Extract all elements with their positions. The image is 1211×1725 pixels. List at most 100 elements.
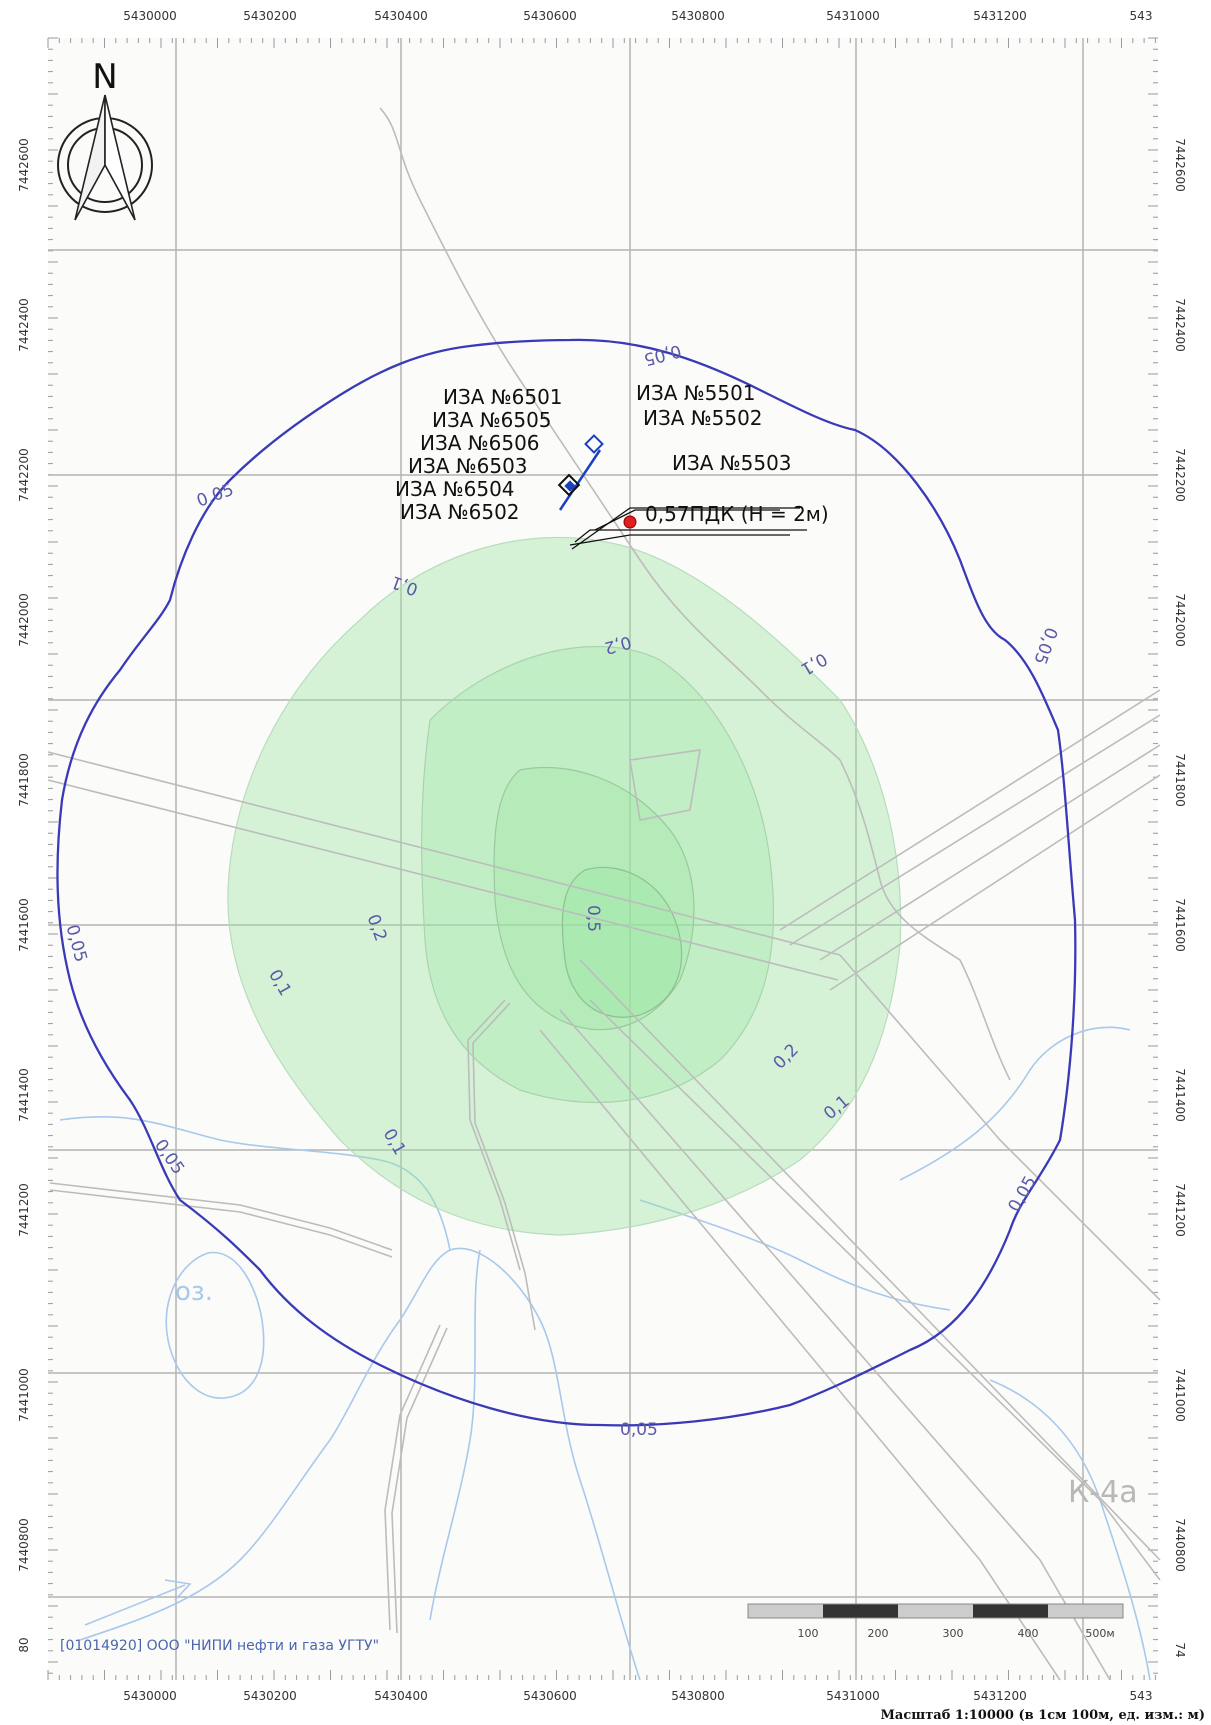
source-label-6506: ИЗА №6506 [420, 431, 540, 455]
y-axis-right-labels: 7442600 7442400 7442200 7442000 7441800 … [1173, 138, 1187, 1657]
road-s-2 [391, 1327, 448, 1634]
y-tick-left-partial: 80 [17, 1637, 31, 1652]
pipeline-se-4 [539, 1029, 1061, 1681]
x-axis-bottom-labels: 5430000 5430200 5430400 5430600 5430800 … [123, 1689, 1152, 1703]
source-label-6501: ИЗА №6501 [443, 385, 563, 409]
y-tick-left-7442000: 7442000 [17, 593, 31, 646]
y-tick-right-7442000: 7442000 [1173, 593, 1187, 646]
y-tick-right-7442400: 7442400 [1173, 298, 1187, 351]
max-point-marker [623, 515, 637, 529]
x-tick-top-5430400: 5430400 [374, 9, 427, 23]
pipeline-ne-4 [829, 774, 1161, 991]
lake-label: оз. [175, 1277, 213, 1307]
road-east-1 [839, 759, 1011, 1081]
y-tick-left-7441000: 7441000 [17, 1368, 31, 1421]
scale-label-100: 100 [798, 1627, 819, 1640]
y-tick-left-7441200: 7441200 [17, 1183, 31, 1236]
x-tick-top-5430000: 5430000 [123, 9, 176, 23]
y-tick-right-7440800: 7440800 [1173, 1518, 1187, 1571]
source-label-6505: ИЗА №6505 [432, 408, 552, 432]
x-tick-bottom-5430600: 5430600 [523, 1689, 576, 1703]
linear-infrastructure [47, 107, 1161, 1681]
x-tick-bottom-5430000: 5430000 [123, 1689, 176, 1703]
scale-caption: Масштаб 1:10000 (в 1см 100м, ед. изм.: м… [881, 1708, 1205, 1723]
stream-4 [429, 1249, 481, 1621]
x-tick-top-5430600: 5430600 [523, 9, 576, 23]
coordinate-grid [48, 38, 1158, 1680]
pipeline-se-5 [839, 954, 1161, 1301]
y-tick-left-7441400: 7441400 [17, 1068, 31, 1121]
organization-watermark: [01014920] ООО "НИПИ нефти и газа УГТУ" [60, 1638, 379, 1654]
y-tick-right-7441800: 7441800 [1173, 753, 1187, 806]
y-tick-right-7441200: 7441200 [1173, 1183, 1187, 1236]
x-tick-bottom-5430200: 5430200 [243, 1689, 296, 1703]
source-label-5503: ИЗА №5503 [672, 451, 792, 475]
ne-box [629, 749, 701, 821]
contour-005 [56, 338, 1077, 1427]
north-arrow: N [57, 57, 153, 221]
x-axis-top-labels: 5430000 5430200 5430400 5430600 5430800 … [123, 9, 1152, 23]
pipeline-se-1 [579, 959, 1161, 1561]
road-sw-1 [49, 1182, 393, 1251]
road-s-1 [384, 1324, 441, 1631]
source-label-6503: ИЗА №6503 [408, 454, 528, 478]
zone-02 [421, 645, 775, 1104]
x-tick-top-5430200: 5430200 [243, 9, 296, 23]
y-tick-right-7441000: 7441000 [1173, 1368, 1187, 1421]
y-tick-right-7442200: 7442200 [1173, 448, 1187, 501]
x-tick-top-5430800: 5430800 [671, 9, 724, 23]
stream-6 [639, 1199, 951, 1311]
pipeline-west-2 [47, 779, 839, 981]
y-tick-left-7442200: 7442200 [17, 448, 31, 501]
y-axis-left-labels: 7442600 7442400 7442200 7442000 7441800 … [17, 138, 31, 1652]
scale-label-500: 500м [1085, 1627, 1114, 1640]
stream-5 [899, 1026, 1131, 1181]
zone-01 [227, 536, 902, 1236]
x-tick-top-543: 543 [1130, 9, 1153, 23]
x-tick-bottom-5431000: 5431000 [826, 1689, 879, 1703]
pipeline-se-2 [589, 999, 1161, 1581]
source-labels-right: ИЗА №5501 ИЗА №5502 ИЗА №5503 0,57ПДК (Н… [636, 381, 829, 526]
source-square-marker [584, 434, 604, 454]
source-label-5502: ИЗА №5502 [643, 406, 763, 430]
source-label-5501: ИЗА №5501 [636, 381, 756, 405]
pipeline-se-3 [559, 1009, 1111, 1681]
x-tick-bottom-543: 543 [1130, 1689, 1153, 1703]
stream-2 [79, 1319, 401, 1641]
zone-05 [561, 866, 683, 1018]
max-point-label: 0,57ПДК (Н = 2м) [645, 502, 829, 526]
dispersion-zones [227, 536, 902, 1236]
x-tick-bottom-5430800: 5430800 [671, 1689, 724, 1703]
pipeline-ne-2 [789, 714, 1161, 946]
road-sw-2 [49, 1189, 393, 1258]
source-label-6504: ИЗА №6504 [395, 477, 515, 501]
source-leaders [569, 507, 807, 550]
spur-2 [472, 1002, 536, 1331]
scale-bar: 100 200 300 400 500м [747, 1603, 1124, 1640]
source-labels-left: ИЗА №6501 ИЗА №6505 ИЗА №6506 ИЗА №6503 … [395, 385, 563, 524]
scale-label-200: 200 [868, 1627, 889, 1640]
source-label-6502: ИЗА №6502 [400, 500, 520, 524]
contour-label-005-bottom: 0,05 [620, 1420, 658, 1440]
contour-label-05-center: 0,5 [583, 905, 603, 932]
source-markers [557, 434, 637, 529]
road-north [379, 107, 841, 761]
pipeline-ne-3 [819, 744, 1161, 961]
scale-label-300: 300 [943, 1627, 964, 1640]
y-tick-left-7442600: 7442600 [17, 138, 31, 191]
stream-arrow [84, 1579, 192, 1626]
north-label: N [92, 57, 117, 97]
x-tick-top-5431000: 5431000 [826, 9, 879, 23]
y-tick-left-7442400: 7442400 [17, 298, 31, 351]
y-tick-left-7441800: 7441800 [17, 753, 31, 806]
area-label: К-4а [1068, 1475, 1138, 1510]
y-tick-right-7441400: 7441400 [1173, 1068, 1187, 1121]
y-tick-right-partial: 74 [1173, 1642, 1187, 1657]
pipeline-ne-1 [779, 689, 1161, 931]
pipeline-west-1 [47, 751, 841, 956]
stream-3 [399, 1247, 641, 1681]
y-tick-left-7441600: 7441600 [17, 898, 31, 951]
x-tick-bottom-5430400: 5430400 [374, 1689, 427, 1703]
map-field [48, 38, 1158, 1680]
